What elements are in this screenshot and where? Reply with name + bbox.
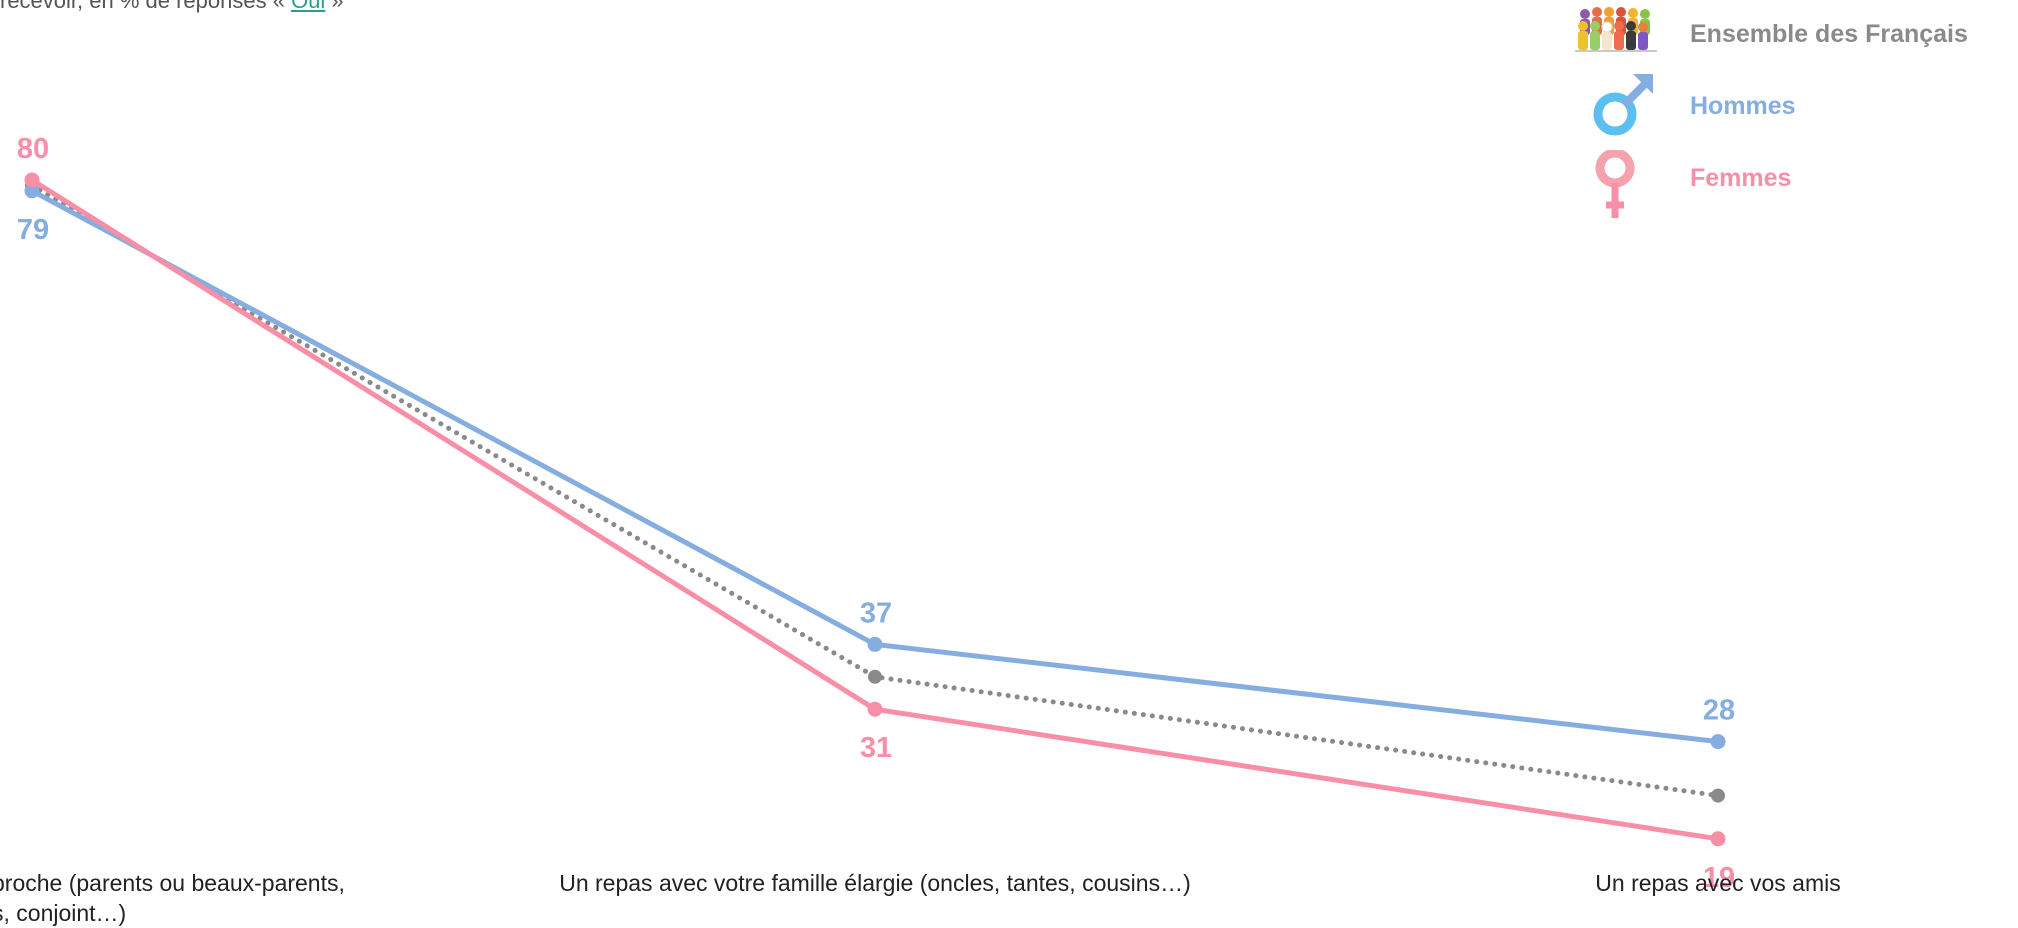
- subtitle-answer-link[interactable]: Oui: [291, 0, 326, 13]
- point-hommes-1[interactable]: [867, 636, 883, 652]
- chart-subtitle: recevoir, en % de réponses « Oui »: [0, 0, 344, 14]
- subtitle-text: recevoir, en % de réponses «: [0, 0, 292, 13]
- point-femmes-0[interactable]: [24, 172, 40, 188]
- data-label-femmes-0: 80: [17, 133, 49, 165]
- subtitle-suffix: »: [325, 0, 344, 13]
- female-symbol-icon: [1595, 150, 1635, 218]
- crowd-icon: [1575, 7, 1657, 52]
- legend-item-femmes[interactable]: Femmes: [1575, 150, 2018, 218]
- point-ensemble-des-fran-ais-1[interactable]: [868, 669, 882, 684]
- male-symbol-icon: [1593, 74, 1653, 136]
- x-label-amis: Un repas avec vos amis: [1595, 868, 1840, 898]
- point-femmes-2[interactable]: [1710, 831, 1726, 847]
- legend-label-ensemble: Ensemble des Français: [1690, 20, 1968, 48]
- point-ensemble-des-fran-ais-2[interactable]: [1711, 788, 1725, 803]
- data-label-hommes-2: 28: [1703, 695, 1735, 727]
- legend-item-hommes[interactable]: Hommes: [1575, 72, 2018, 136]
- point-hommes-0[interactable]: [24, 183, 40, 199]
- legend-item-ensemble[interactable]: Ensemble des Français: [1575, 4, 2018, 64]
- x-label-famille-elargie-line-1: Un repas avec votre famille élargie (onc…: [559, 870, 1191, 896]
- x-label-famille-proche: proche (parents ou beaux-parents, s, con…: [0, 868, 345, 928]
- data-label-hommes-1: 37: [860, 597, 892, 629]
- point-hommes-2[interactable]: [1710, 734, 1726, 750]
- legend-label-femmes: Femmes: [1690, 164, 1792, 192]
- data-label-hommes-0: 79: [17, 214, 49, 246]
- data-label-femmes-2: 19: [1703, 862, 1735, 894]
- x-label-famille-proche-line-1: proche (parents ou beaux-parents,: [0, 870, 345, 896]
- chart-legend: Ensemble des Français Hommes Femmes: [1575, 0, 2018, 230]
- point-femmes-1[interactable]: [867, 701, 883, 717]
- x-label-famille-elargie: Un repas avec votre famille élargie (onc…: [559, 868, 1191, 898]
- legend-label-hommes: Hommes: [1690, 92, 1796, 120]
- x-label-amis-line-1: Un repas avec vos amis: [1595, 870, 1841, 896]
- series-line-hommes: [29, 188, 1721, 745]
- x-label-famille-proche-line-2: s, conjoint…): [0, 900, 127, 926]
- data-label-femmes-1: 31: [860, 732, 892, 764]
